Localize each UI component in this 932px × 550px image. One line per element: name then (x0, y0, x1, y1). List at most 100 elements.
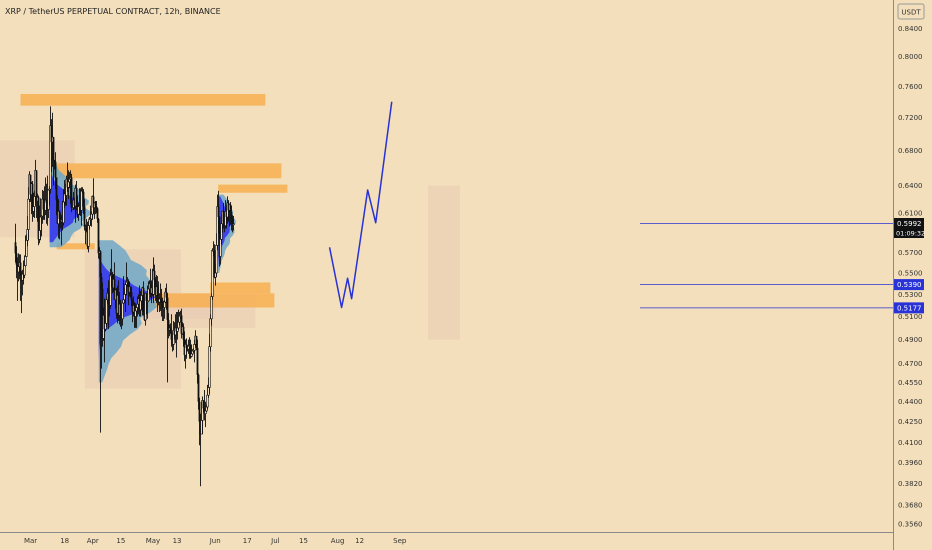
price-tick-label: 0.4700 (898, 360, 923, 368)
candle-body-down (55, 177, 58, 201)
price-tick-label: 0.3680 (898, 501, 923, 509)
time-tick-label: 13 (173, 537, 182, 545)
supply-demand-zone[interactable] (56, 243, 95, 250)
candle-body-up (24, 256, 27, 266)
price-tick-label: 0.8000 (898, 53, 923, 61)
projection-layer (328, 101, 393, 309)
time-tick-label: Sep (393, 537, 407, 545)
candle-body-down (217, 206, 220, 217)
price-tick-label: 0.4100 (898, 439, 923, 447)
time-tick-label: Jun (209, 537, 221, 545)
level-lower-tag[interactable] (894, 302, 924, 314)
candle-body-down (75, 188, 78, 205)
candle-body-down (94, 202, 97, 207)
candle-body-down (180, 315, 183, 334)
candle-body-down (107, 293, 110, 300)
candle-body-down (170, 332, 173, 340)
candle-body-down (213, 250, 216, 278)
price-tick-label: 0.5300 (898, 291, 923, 299)
candle-body-down (159, 298, 162, 300)
time-tick-label: May (146, 537, 160, 545)
time-tick-label: 15 (116, 537, 125, 545)
candle-body-down (82, 191, 85, 207)
candle-body-down (113, 279, 116, 300)
candle-body-down (14, 242, 17, 254)
time-tick-label: Apr (87, 537, 99, 545)
candle-body-down (182, 326, 185, 340)
candle-body-down (160, 299, 163, 304)
price-tick-label: 0.6800 (898, 147, 923, 155)
candle-body-down (103, 315, 106, 330)
candle-body-up (27, 198, 30, 230)
price-tick-label: 0.8400 (898, 25, 923, 33)
price-tick-label: 0.7200 (898, 114, 923, 122)
candle-body-up (23, 265, 26, 276)
current-price-tag[interactable] (894, 218, 924, 239)
currency-label: USDT (901, 9, 921, 17)
candle-body-down (83, 206, 86, 227)
price-tick-label: 0.3560 (898, 520, 923, 528)
plot-area[interactable] (0, 0, 893, 550)
candle-body-down (96, 208, 99, 219)
candle-body-down (100, 277, 103, 289)
candle-body-down (153, 270, 156, 281)
time-tick-label: 12 (355, 537, 364, 545)
candle-body-down (156, 286, 159, 301)
supply-demand-zone[interactable] (218, 184, 288, 193)
price-tick-label: 0.4550 (898, 379, 923, 387)
candle-layer (14, 106, 235, 487)
time-tick-label: 18 (60, 537, 69, 545)
candle-body-down (19, 262, 22, 277)
level-lower-value: 0.5177 (897, 304, 922, 312)
countdown-timer: 01:09:32 (896, 230, 925, 238)
time-axis-ticks: Mar 18 Apr 15 May 13 Jun 17 Jul 15 Aug 12 Sep (24, 537, 407, 545)
candle-body-down (142, 287, 145, 313)
price-tick-label: 0.4250 (898, 418, 923, 426)
candle-body-down (167, 319, 170, 331)
price-tick-label: 0.5500 (898, 269, 923, 277)
candle-body-down (37, 197, 40, 240)
candle-body-down (129, 286, 132, 293)
level-upper-value: 0.5390 (897, 281, 922, 289)
current-price-value: 0.5992 (897, 220, 922, 228)
candle-body-down (218, 216, 221, 257)
candle-body-down (58, 211, 61, 219)
candle-body-up (232, 223, 235, 225)
candle-body-down (185, 344, 188, 348)
level-upper-tag[interactable] (894, 279, 924, 291)
candle-body-down (81, 190, 84, 192)
candle-body-down (101, 288, 104, 339)
candle-body-down (31, 183, 34, 212)
candle-body-up (80, 190, 83, 211)
currency-badge[interactable]: USDT (897, 3, 925, 20)
price-tick-label: 0.4900 (898, 336, 923, 344)
time-tick-label: Jul (270, 537, 280, 545)
candle-body-down (195, 336, 198, 348)
candle-body-down (169, 327, 172, 333)
candle-body-down (202, 400, 205, 409)
price-tick-label: 0.7600 (898, 83, 923, 91)
candle-body-down (70, 177, 73, 208)
candle-body-down (50, 125, 53, 143)
supply-demand-zone[interactable] (49, 163, 282, 179)
candle-body-down (161, 303, 164, 309)
price-tick-label: 0.6100 (898, 210, 923, 218)
candle-body-down (97, 218, 100, 254)
candle-body-down (119, 304, 122, 316)
candle-body-down (230, 212, 233, 219)
candle-body-up (121, 302, 124, 320)
candle-body-down (231, 218, 234, 224)
candle-body-down (165, 292, 168, 298)
candle-body-down (42, 199, 45, 210)
supply-demand-zone[interactable] (210, 282, 271, 294)
candle-body-up (210, 296, 213, 320)
candle-body-down (229, 204, 232, 213)
price-axis-ticks: 0.8400 0.8000 0.7600 0.7200 0.6800 0.6400 0.61… (898, 25, 923, 528)
profile-range-box (427, 185, 460, 340)
time-tick-label: Aug (331, 537, 345, 545)
candle-body-down (145, 293, 148, 301)
price-tick-label: 0.3820 (898, 480, 923, 488)
time-tick-label: 17 (243, 537, 252, 545)
supply-demand-zone[interactable] (20, 93, 266, 106)
